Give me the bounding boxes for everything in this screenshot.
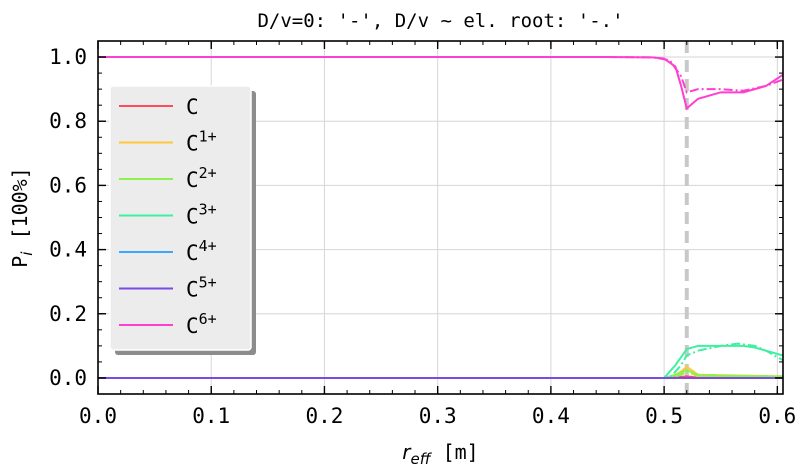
legend-label: C3+	[186, 201, 217, 229]
y-tick-label: 0.6	[49, 173, 87, 197]
y-tick-label: 1.0	[49, 45, 87, 69]
x-tick-label: 0.6	[758, 404, 796, 428]
legend-label: C6+	[186, 310, 217, 338]
legend-label: C1+	[186, 128, 217, 156]
series-line-3-dashdot	[98, 342, 784, 379]
x-tick-label: 0.1	[192, 404, 230, 428]
y-tick-label: 0.8	[49, 109, 87, 133]
series-line-2-dashdot	[98, 370, 784, 379]
legend: C C1+ C2+ C3+ C4+ C5+ C6+	[109, 85, 256, 355]
y-tick-label: 0.0	[49, 366, 87, 390]
x-tick-label: 0.0	[79, 404, 117, 428]
series-group	[98, 56, 784, 379]
legend-label: C4+	[186, 237, 217, 265]
y-tick-label: 0.2	[49, 302, 87, 326]
x-tick-label: 0.5	[645, 404, 683, 428]
legend-label: C2+	[186, 164, 217, 192]
legend-label: C5+	[186, 274, 217, 302]
x-tick-label: 0.2	[305, 404, 343, 428]
x-axis-label: reff [m]	[402, 440, 478, 468]
ticks: 0.0 0.1 0.2 0.3 0.4 0.5 0.6 0.0 0.2 0.4 0.6 0.8 1.0	[49, 40, 796, 428]
x-tick-label: 0.4	[532, 404, 570, 428]
chart-title: D/v=0: '-', D/v ~ el. root: '-.'	[257, 10, 623, 32]
series-line-6-dashdot	[98, 56, 784, 94]
legend-label: C	[186, 95, 199, 119]
y-tick-label: 0.4	[49, 238, 87, 262]
y-axis-label: Pi [100%]	[8, 167, 36, 268]
legend-box	[109, 85, 252, 351]
x-tick-label: 0.3	[419, 404, 457, 428]
